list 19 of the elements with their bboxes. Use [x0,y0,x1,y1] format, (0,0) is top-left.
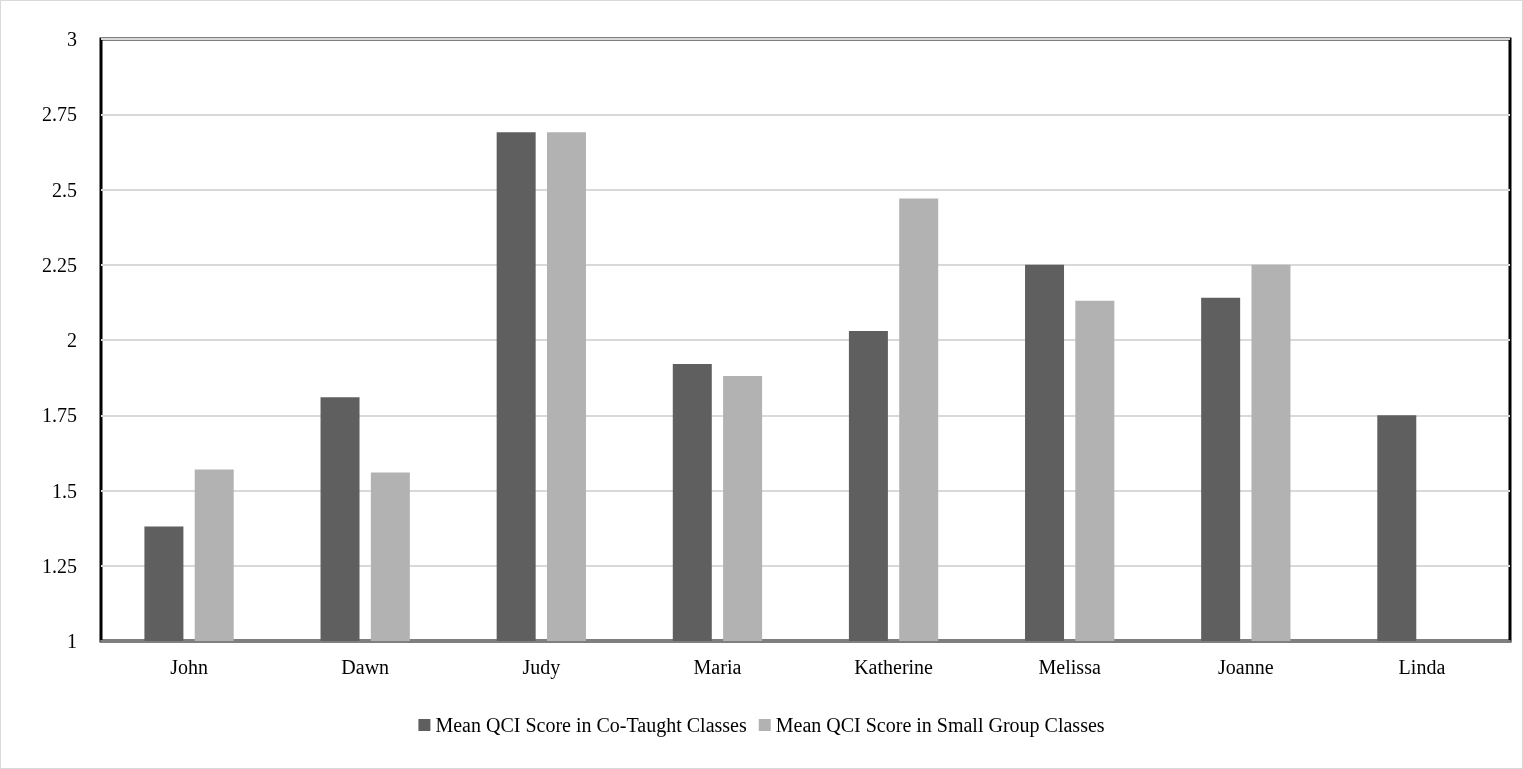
x-tick-label: Linda [1398,656,1446,678]
x-tick-label: Joanne [1218,656,1274,678]
y-tick-label: 2.25 [42,253,77,276]
x-tick-label: Melissa [1038,656,1101,678]
legend-label: Mean QCI Score in Co-Taught Classes [435,714,747,737]
y-tick-label: 1 [67,630,77,652]
x-tick-label: Judy [522,656,561,679]
y-tick-label: 3 [67,28,77,50]
y-tick-label: 1.5 [52,479,77,502]
legend-label: Mean QCI Score in Small Group Classes [775,714,1105,737]
y-tick-label: 2 [67,329,77,351]
y-tick-label: 1.25 [42,554,77,577]
y-tick-label: 1.75 [42,404,77,427]
y-tick-label: 2.75 [42,103,77,126]
x-tick-label: Maria [693,656,742,678]
x-tick-label: Katherine [854,656,934,678]
y-tick-label: 2.5 [52,178,77,201]
x-tick-label: John [170,656,208,678]
x-tick-label: Dawn [341,656,390,678]
